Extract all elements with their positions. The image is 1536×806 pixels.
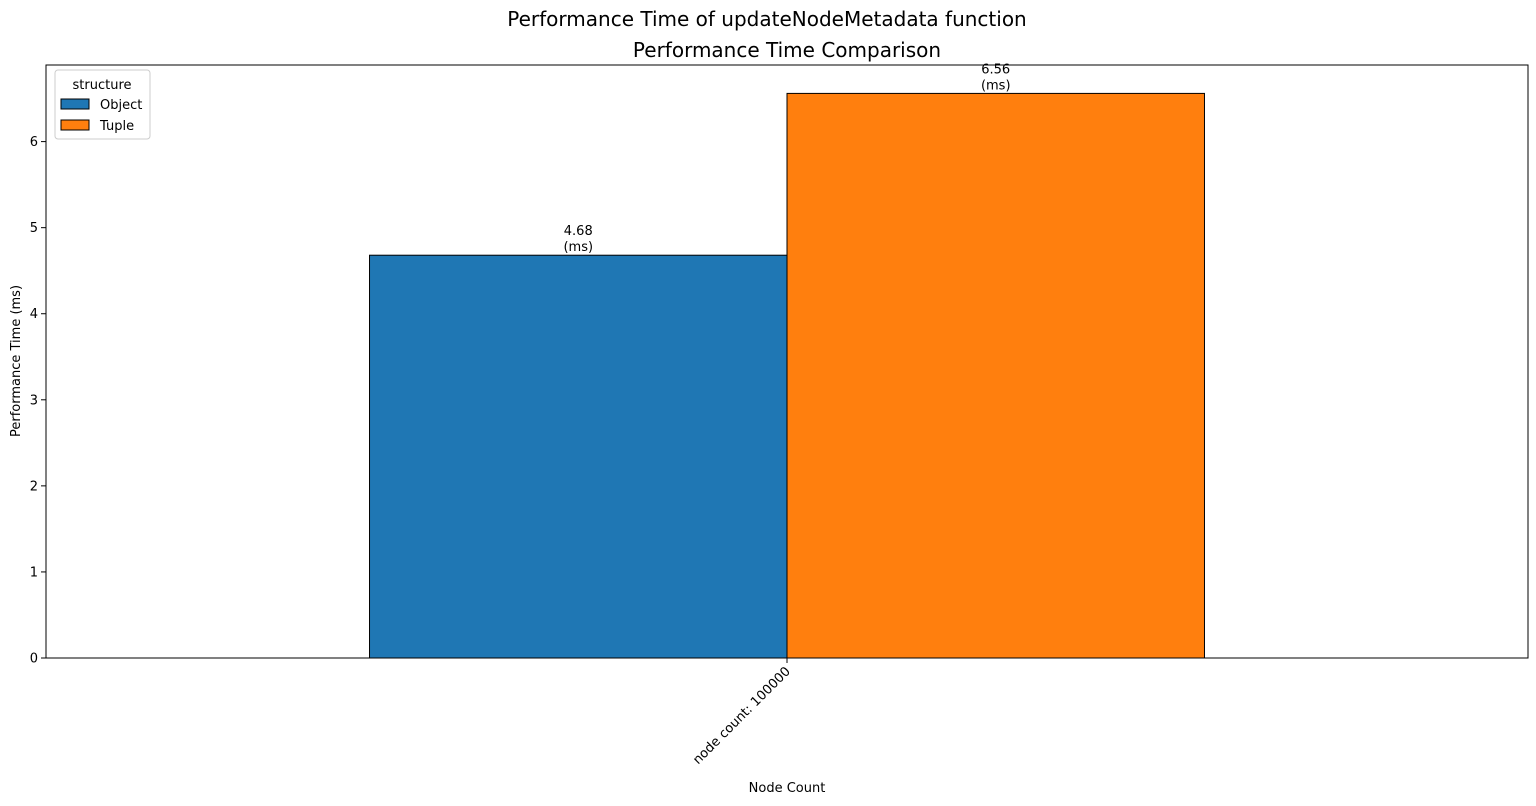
y-tick-label: 2 [30, 479, 38, 494]
y-tick-label: 0 [30, 652, 38, 667]
data-label-tuple-unit: (ms) [981, 78, 1011, 93]
legend-label-tuple: Tuple [99, 119, 134, 134]
data-label-object-unit: (ms) [563, 240, 593, 255]
legend-title: structure [73, 78, 132, 93]
y-axis-ticks: 0 1 2 3 4 5 6 [30, 135, 46, 667]
data-label-object-value: 4.68 [564, 224, 593, 239]
data-label-tuple-value: 6.56 [981, 62, 1010, 77]
x-axis-label: Node Count [749, 781, 826, 796]
legend-swatch-tuple [60, 119, 90, 131]
legend-swatch-object [60, 98, 90, 110]
bar-tuple [786, 92, 1205, 659]
x-tick-label: node count: 100000 [690, 664, 794, 768]
chart-suptitle: Performance Time of updateNodeMetadata f… [507, 7, 1026, 31]
legend: structure Object Tuple [54, 69, 151, 140]
legend-items: Object Tuple [60, 98, 142, 134]
y-tick-label: 3 [30, 393, 38, 408]
y-tick-label: 5 [30, 221, 38, 236]
y-tick-label: 6 [30, 135, 38, 150]
bars-layer [369, 92, 1205, 659]
y-axis-label: Performance Time (ms) [9, 285, 24, 437]
y-tick-label: 1 [30, 565, 38, 580]
y-tick-label: 4 [30, 307, 38, 322]
bar-object [369, 254, 788, 659]
chart-title: Performance Time Comparison [633, 38, 941, 62]
data-labels-layer: 4.68(ms)6.56(ms) [563, 62, 1010, 255]
legend-label-object: Object [100, 98, 142, 113]
x-axis-ticks: node count: 100000 [690, 658, 794, 768]
